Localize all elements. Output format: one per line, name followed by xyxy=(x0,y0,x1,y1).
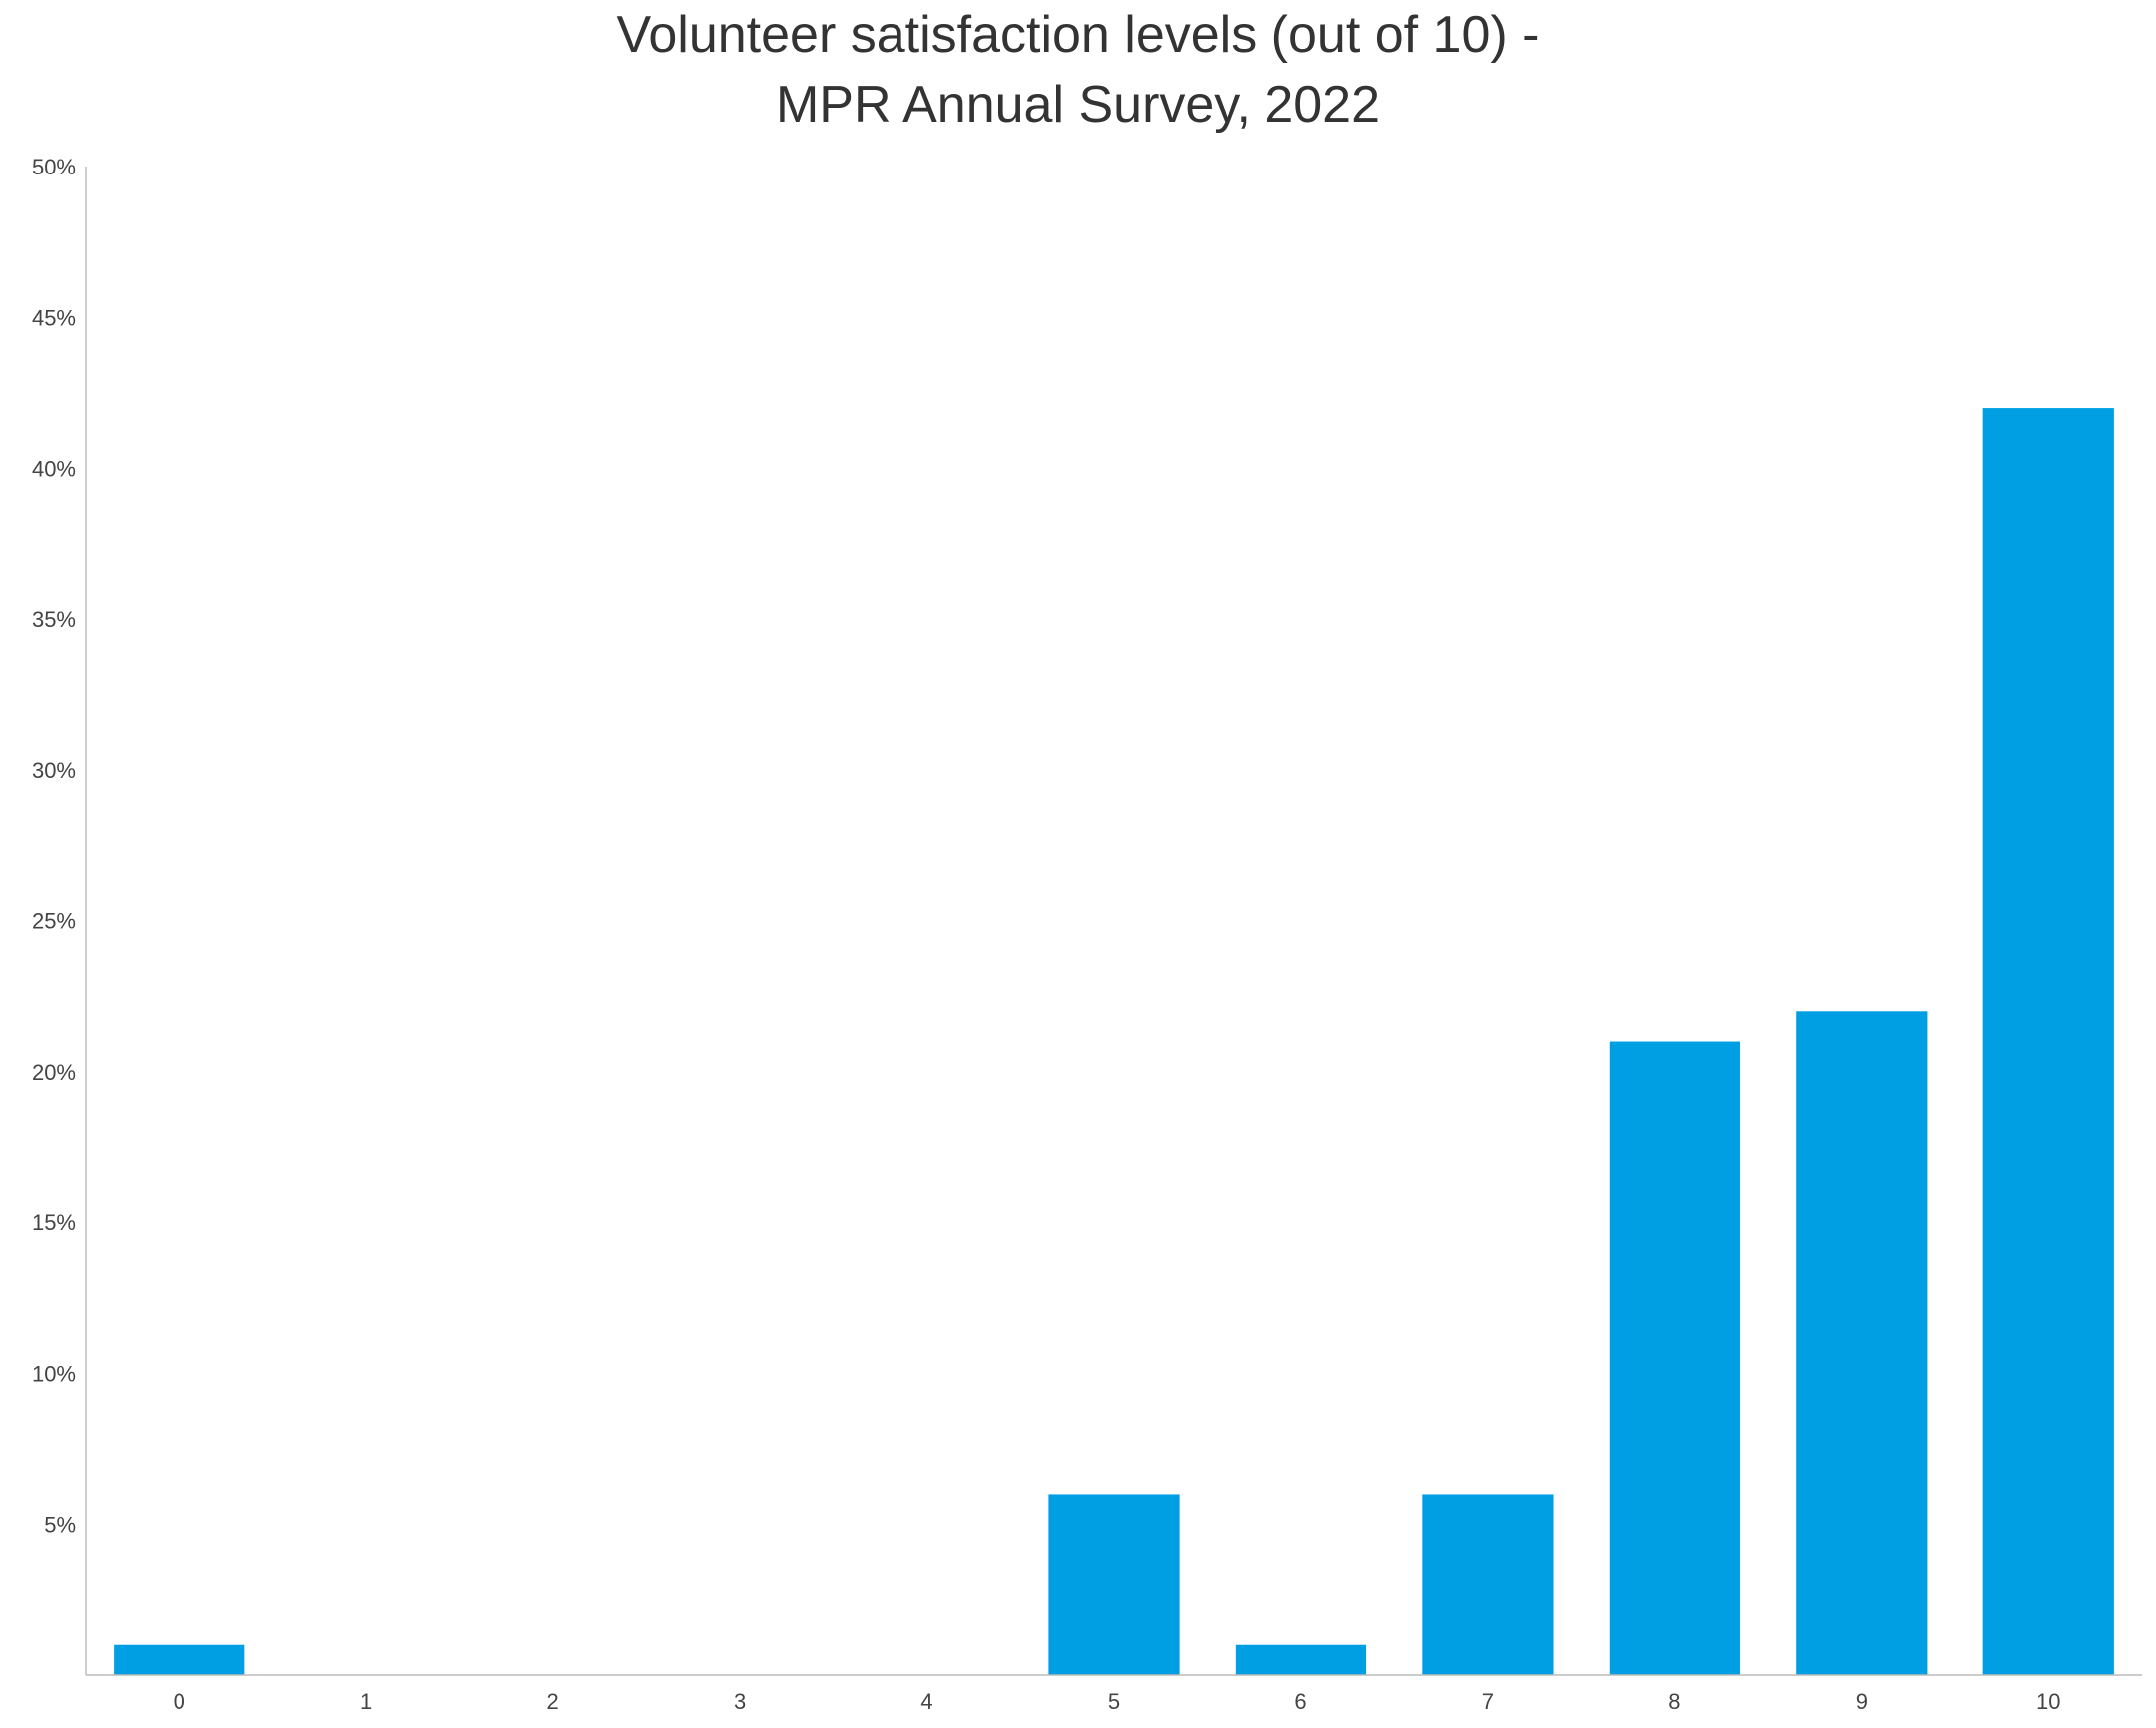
y-tick-label: 10% xyxy=(32,1361,76,1386)
y-tick-label: 20% xyxy=(32,1060,76,1085)
x-tick-label: 7 xyxy=(1482,1689,1494,1714)
x-tick-label: 6 xyxy=(1294,1689,1306,1714)
y-axis-ticks: 5% 10% 15% 20% 25% 30% 35% 40% 45% 50% xyxy=(32,155,76,1538)
bar-5 xyxy=(1048,1494,1180,1675)
chart-title-line-1: Volunteer satisfaction levels (out of 10… xyxy=(616,6,1540,64)
bars xyxy=(114,408,2114,1676)
x-tick-label: 4 xyxy=(920,1689,932,1714)
x-tick-label: 5 xyxy=(1108,1689,1120,1714)
x-tick-label: 2 xyxy=(547,1689,559,1714)
x-tick-label: 9 xyxy=(1856,1689,1868,1714)
x-axis-ticks: 0 1 2 3 4 5 6 7 8 9 10 xyxy=(174,1689,2061,1714)
y-tick-label: 30% xyxy=(32,758,76,783)
x-tick-label: 10 xyxy=(2036,1689,2060,1714)
y-tick-label: 40% xyxy=(32,457,76,482)
y-tick-label: 25% xyxy=(32,909,76,934)
y-tick-label: 45% xyxy=(32,305,76,330)
x-tick-label: 8 xyxy=(1668,1689,1680,1714)
x-tick-label: 0 xyxy=(174,1689,185,1714)
bar-8 xyxy=(1609,1041,1740,1675)
y-tick-label: 15% xyxy=(32,1210,76,1235)
bar-9 xyxy=(1796,1011,1928,1675)
y-tick-label: 35% xyxy=(32,607,76,632)
x-tick-label: 3 xyxy=(734,1689,746,1714)
y-tick-label: 50% xyxy=(32,155,76,179)
chart-title: Volunteer satisfaction levels (out of 10… xyxy=(0,0,2156,140)
y-tick-label: 5% xyxy=(44,1513,76,1538)
bar-6 xyxy=(1235,1644,1367,1675)
bar-0 xyxy=(114,1644,245,1675)
bar-7 xyxy=(1422,1494,1554,1675)
bar-10 xyxy=(1982,408,2114,1676)
x-tick-label: 1 xyxy=(360,1689,372,1714)
chart-title-line-2: MPR Annual Survey, 2022 xyxy=(775,76,1381,134)
